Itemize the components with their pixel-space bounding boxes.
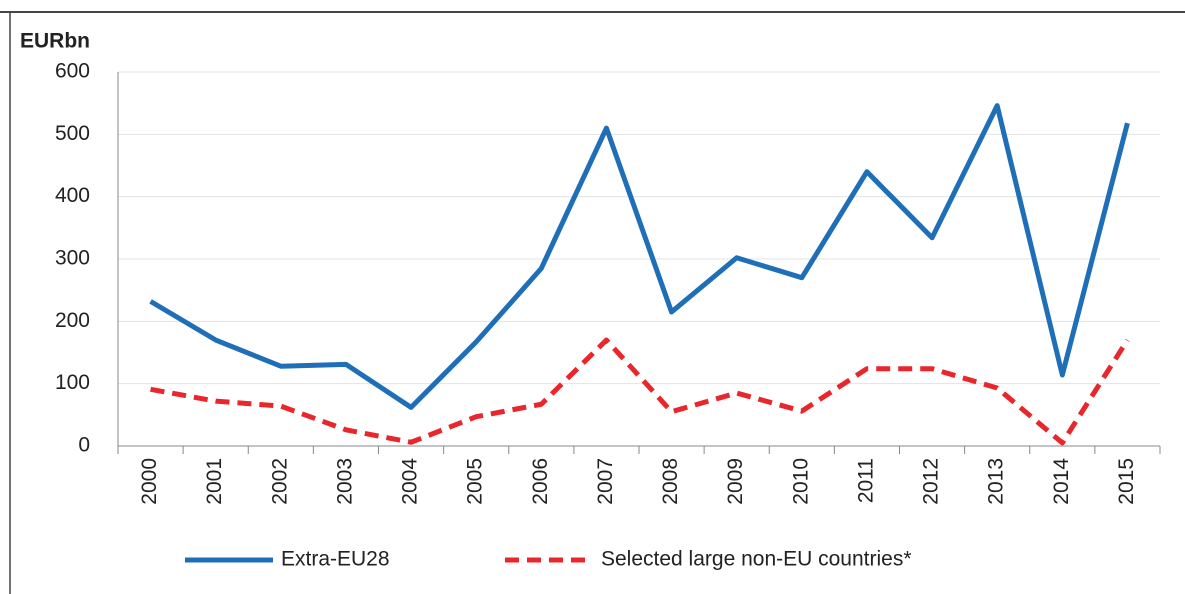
x-tick-label: 2012 xyxy=(920,458,943,505)
y-tick-label: 500 xyxy=(55,122,90,145)
y-axis-label: EURbn xyxy=(20,30,90,53)
x-tick-label: 2004 xyxy=(399,458,422,505)
series-line xyxy=(150,337,1130,446)
x-tick-label: 2009 xyxy=(724,458,747,505)
y-tick-label: 200 xyxy=(55,309,90,332)
x-tick-label: 2008 xyxy=(659,458,682,505)
y-tick-label: 300 xyxy=(55,247,90,270)
x-tick-label: 2014 xyxy=(1050,458,1073,505)
x-tick-label: 2011 xyxy=(854,458,877,503)
y-tick-label: 400 xyxy=(55,184,90,207)
x-tick-label: 2010 xyxy=(789,458,812,505)
x-tick-label: 2007 xyxy=(594,458,617,505)
x-tick-label: 2002 xyxy=(268,458,291,505)
y-tick-label: 100 xyxy=(55,371,90,394)
x-tick-label: 2005 xyxy=(464,458,487,505)
x-tick-label: 2013 xyxy=(985,458,1008,505)
legend-label: Extra-EU28 xyxy=(281,548,390,571)
x-tick-label: 2003 xyxy=(333,458,356,505)
x-tick-label: 2001 xyxy=(203,458,226,505)
y-tick-label: 600 xyxy=(55,60,90,83)
series-line xyxy=(149,103,1130,410)
y-tick-label: 0 xyxy=(78,434,90,457)
x-tick-label: 2000 xyxy=(138,458,161,505)
legend-label: Selected large non-EU countries* xyxy=(601,548,912,571)
x-tick-label: 2006 xyxy=(529,458,552,505)
x-tick-label: 2015 xyxy=(1115,458,1138,505)
